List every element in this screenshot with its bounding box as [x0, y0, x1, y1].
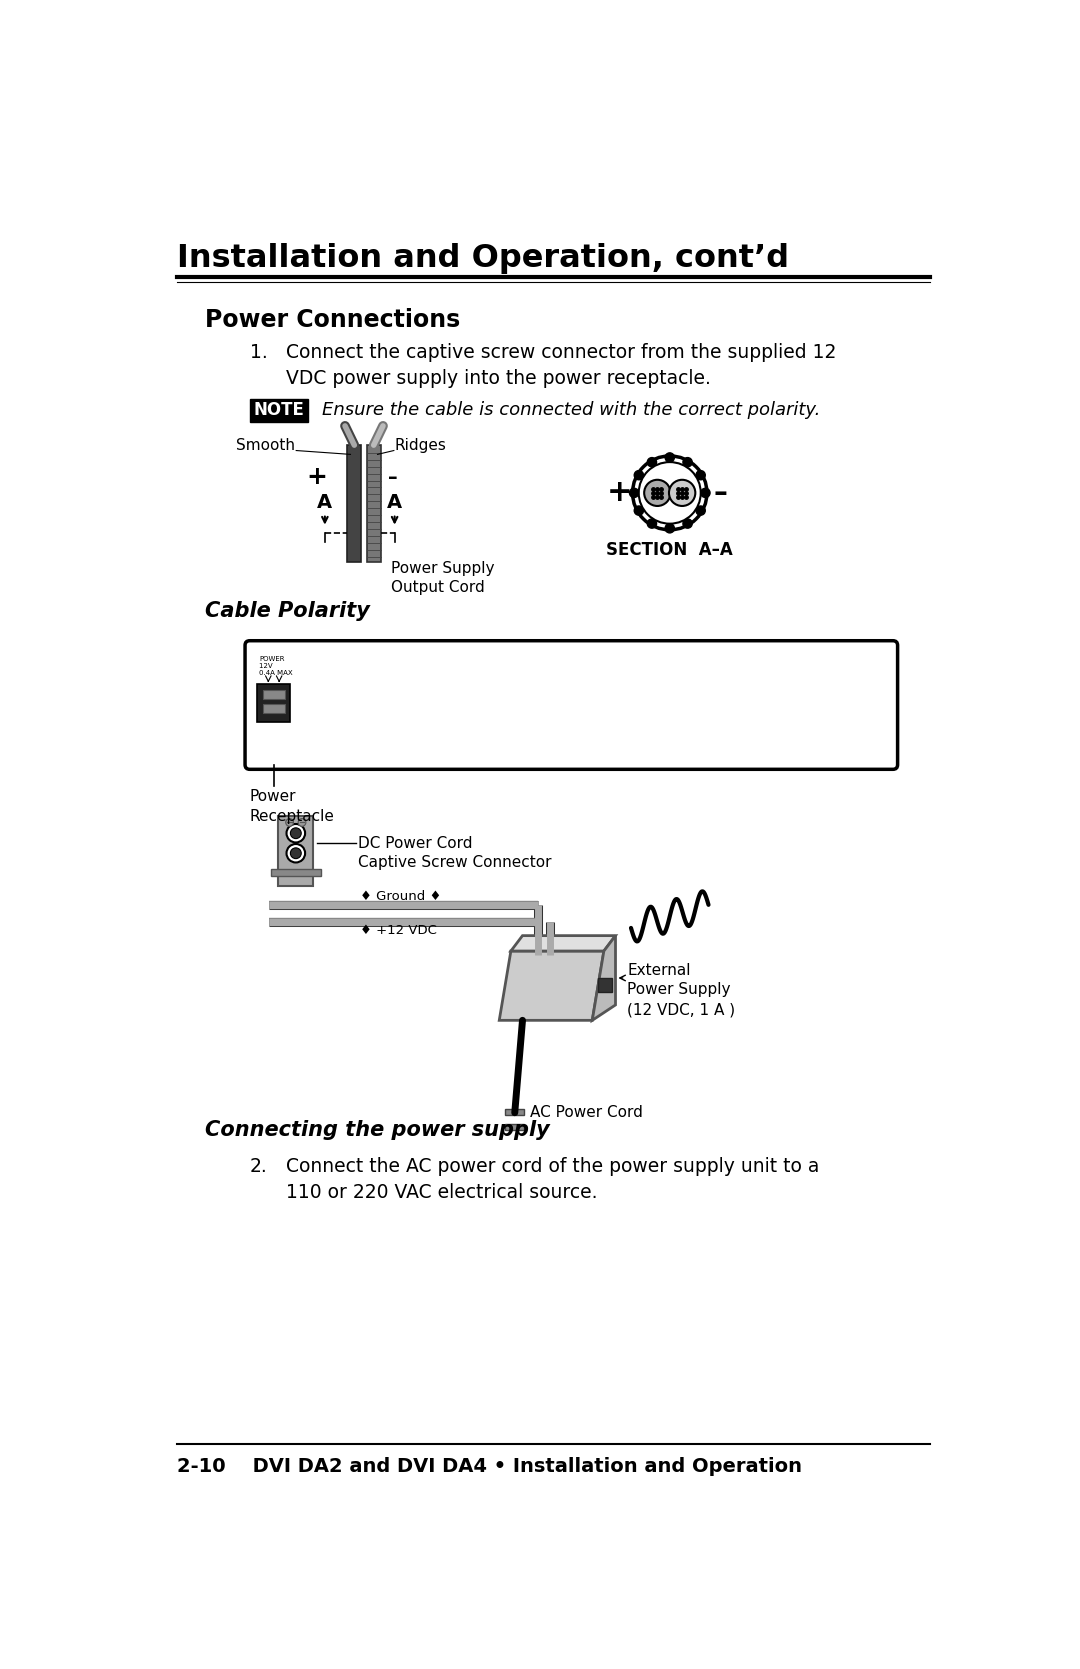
Text: Power Supply
Output Cord: Power Supply Output Cord: [391, 561, 495, 596]
Circle shape: [644, 479, 671, 506]
Circle shape: [696, 471, 705, 479]
Text: 1.: 1.: [249, 342, 268, 362]
Text: AC Power Cord: AC Power Cord: [530, 1105, 643, 1120]
Circle shape: [665, 524, 674, 532]
Circle shape: [291, 828, 301, 838]
Text: NOTE: NOTE: [254, 402, 305, 419]
Text: Connecting the power supply: Connecting the power supply: [205, 1120, 550, 1140]
Circle shape: [291, 848, 301, 858]
Text: ♦ Ground ♦: ♦ Ground ♦: [360, 890, 441, 903]
Polygon shape: [499, 951, 604, 1020]
Text: ♦ +12 VDC: ♦ +12 VDC: [360, 925, 436, 936]
Circle shape: [630, 489, 638, 497]
Text: Ensure the cable is connected with the correct polarity.: Ensure the cable is connected with the c…: [322, 402, 820, 419]
Circle shape: [696, 506, 705, 516]
Bar: [598, 978, 612, 991]
Text: Connect the AC power cord of the power supply unit to a
110 or 220 VAC electrica: Connect the AC power cord of the power s…: [286, 1157, 820, 1202]
Bar: [367, 446, 380, 562]
FancyBboxPatch shape: [245, 641, 897, 769]
Circle shape: [683, 457, 692, 467]
Circle shape: [665, 452, 674, 462]
Bar: [348, 446, 362, 562]
Circle shape: [286, 845, 306, 863]
Circle shape: [633, 456, 707, 529]
Circle shape: [286, 824, 306, 843]
Circle shape: [298, 818, 306, 826]
Bar: [262, 704, 284, 713]
Text: Connect the captive screw connector from the supplied 12
VDC power supply into t: Connect the captive screw connector from…: [286, 342, 837, 389]
Bar: [257, 684, 291, 723]
Text: POWER
12V     
0.4A MAX: POWER 12V 0.4A MAX: [259, 656, 293, 676]
Text: Smooth: Smooth: [237, 437, 296, 452]
Bar: [505, 1108, 525, 1115]
Text: SECTION  A–A: SECTION A–A: [606, 541, 733, 559]
Text: Installation and Operation, cont’d: Installation and Operation, cont’d: [177, 242, 789, 274]
Text: 2-10    DVI DA2 and DVI DA4 • Installation and Operation: 2-10 DVI DA2 and DVI DA4 • Installation …: [177, 1457, 801, 1475]
Bar: [279, 816, 313, 886]
Polygon shape: [592, 936, 616, 1020]
Circle shape: [638, 462, 701, 524]
Circle shape: [634, 506, 644, 516]
Text: Power
Receptacle: Power Receptacle: [249, 789, 335, 824]
Circle shape: [701, 489, 710, 497]
Circle shape: [647, 457, 657, 467]
Circle shape: [647, 519, 657, 527]
Text: –: –: [713, 479, 727, 507]
Bar: [271, 868, 321, 876]
Circle shape: [286, 818, 294, 826]
Text: +: +: [607, 479, 632, 507]
Text: +: +: [307, 466, 327, 489]
Text: DC Power Cord
Captive Screw Connector: DC Power Cord Captive Screw Connector: [359, 836, 552, 870]
Bar: [262, 689, 284, 699]
Text: A: A: [318, 492, 333, 512]
Text: A: A: [387, 492, 402, 512]
Text: Power Connections: Power Connections: [205, 309, 460, 332]
Polygon shape: [511, 936, 616, 951]
Text: External
Power Supply
(12 VDC, 1 A ): External Power Supply (12 VDC, 1 A ): [627, 963, 735, 1016]
Bar: [249, 399, 308, 422]
Circle shape: [683, 519, 692, 527]
Text: 2.: 2.: [249, 1157, 268, 1175]
Circle shape: [634, 471, 644, 479]
Circle shape: [669, 479, 696, 506]
Text: Cable Polarity: Cable Polarity: [205, 601, 369, 621]
Text: –: –: [389, 467, 397, 487]
Text: Ridges: Ridges: [394, 437, 446, 452]
Bar: [505, 1123, 525, 1130]
